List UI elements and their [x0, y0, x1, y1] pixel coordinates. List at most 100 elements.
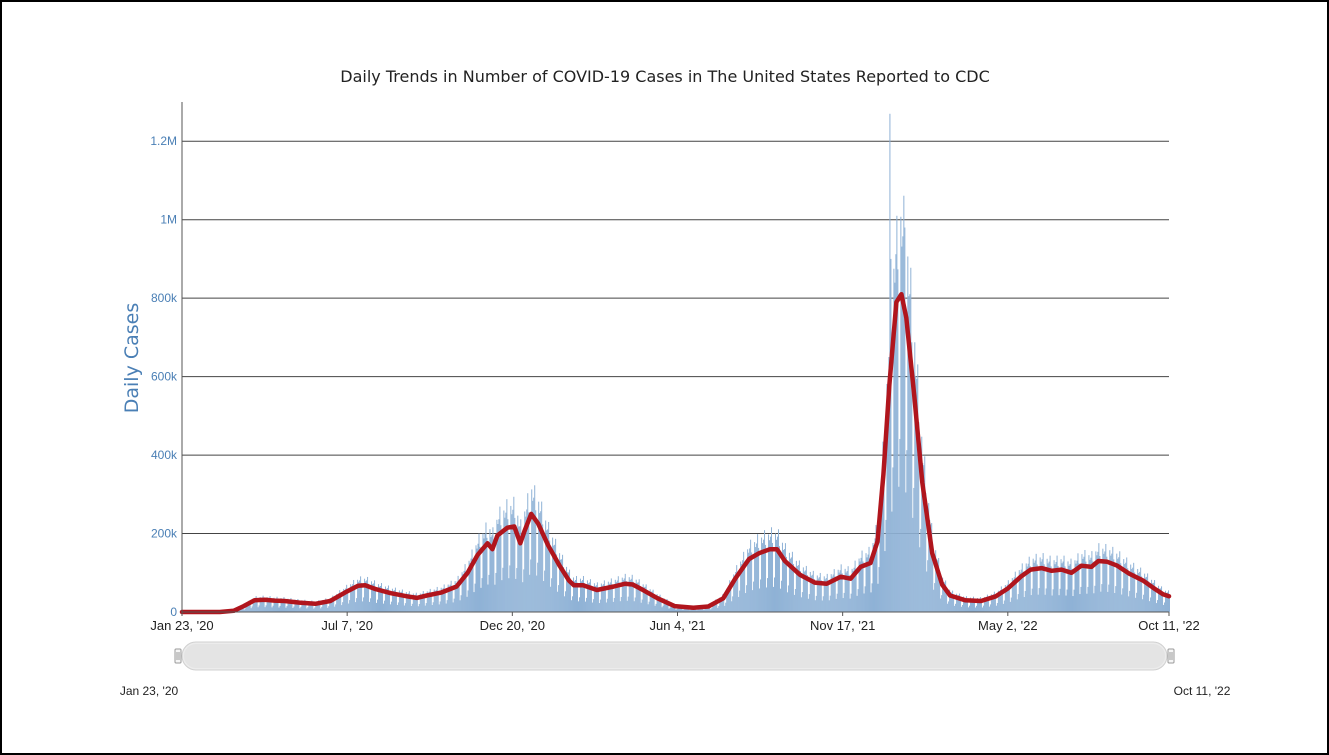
daily-bar: [858, 558, 860, 612]
daily-bar: [396, 604, 398, 612]
daily-bar: [1086, 593, 1088, 612]
daily-bar: [974, 607, 976, 612]
daily-bar: [277, 599, 279, 612]
daily-bar: [752, 590, 754, 612]
daily-bar: [1014, 571, 1016, 612]
daily-bar: [464, 564, 466, 612]
daily-bar: [315, 601, 317, 612]
daily-bar: [377, 599, 379, 612]
daily-bar: [1020, 569, 1022, 612]
daily-bar: [768, 534, 770, 612]
daily-bar: [883, 460, 885, 612]
daily-bar: [501, 580, 503, 612]
y-tick-label: 200k: [151, 527, 178, 541]
daily-bar: [669, 607, 671, 612]
range-navigator[interactable]: Jan 23, '20 Oct 11, '22: [120, 641, 1231, 698]
daily-bar: [647, 604, 649, 612]
daily-bar: [922, 463, 924, 612]
x-tick-label: Jan 23, '20: [150, 618, 213, 633]
daily-bar: [1046, 558, 1048, 612]
daily-bar: [1043, 564, 1045, 612]
daily-bar: [653, 594, 655, 612]
daily-bar: [1121, 594, 1123, 612]
daily-bar: [1082, 558, 1084, 612]
y-tick-label: 1.2M: [150, 134, 177, 148]
daily-bar: [944, 582, 946, 612]
daily-bar: [1055, 562, 1057, 612]
daily-bar: [1077, 553, 1079, 612]
daily-bar: [655, 603, 657, 612]
daily-bar: [766, 587, 768, 612]
daily-bar: [1072, 596, 1074, 612]
daily-bar: [1145, 577, 1147, 612]
daily-bar: [1097, 551, 1099, 612]
daily-bar: [971, 598, 973, 612]
daily-bar: [1164, 602, 1166, 612]
daily-bar: [511, 514, 513, 612]
daily-bar: [582, 575, 584, 612]
daily-bar: [309, 602, 311, 612]
daily-bar: [455, 583, 457, 612]
daily-bar: [539, 512, 541, 612]
daily-bar: [1080, 586, 1082, 612]
x-tick-label: Jun 4, '21: [650, 618, 706, 633]
daily-bar: [538, 501, 540, 612]
y-tick-label: 0: [170, 605, 177, 619]
daily-bar: [995, 605, 997, 612]
daily-bar: [748, 552, 750, 612]
daily-bar: [432, 602, 434, 612]
daily-bar: [371, 581, 373, 612]
daily-bar: [356, 598, 358, 612]
daily-bar: [301, 600, 303, 612]
daily-bar: [1068, 565, 1070, 612]
daily-bar: [287, 598, 289, 612]
daily-bar: [1015, 578, 1017, 612]
daily-bar: [1093, 593, 1095, 612]
daily-bar: [743, 551, 745, 612]
daily-bar: [360, 576, 362, 612]
daily-bar: [246, 603, 248, 612]
daily-bar: [353, 579, 355, 612]
daily-bar: [966, 596, 968, 612]
daily-bar: [1000, 586, 1002, 612]
daily-bar: [875, 524, 877, 612]
daily-bar: [895, 254, 897, 612]
daily-bar: [834, 576, 836, 612]
daily-bar: [427, 592, 429, 612]
daily-bar: [941, 595, 943, 612]
daily-bar: [578, 597, 580, 612]
daily-bar: [1035, 553, 1037, 612]
daily-bar: [918, 422, 920, 612]
daily-bar: [831, 576, 833, 612]
daily-bar: [338, 593, 340, 612]
daily-bar: [344, 590, 346, 612]
daily-bar: [1099, 555, 1101, 612]
daily-bar: [635, 579, 637, 612]
daily-bar: [978, 598, 980, 612]
daily-bar: [273, 597, 275, 612]
daily-bar: [825, 577, 827, 612]
daily-bar: [1132, 567, 1134, 612]
daily-bar: [319, 602, 321, 612]
daily-bar: [489, 529, 491, 612]
daily-bar: [322, 600, 324, 612]
navigator-left-handle[interactable]: [174, 648, 182, 664]
daily-bar: [368, 583, 370, 612]
daily-bar: [1048, 561, 1050, 612]
daily-bar: [303, 601, 305, 612]
daily-bar: [1115, 586, 1117, 612]
daily-bar: [899, 438, 901, 612]
daily-bar: [534, 485, 536, 612]
daily-bar: [310, 601, 312, 612]
daily-bar: [832, 574, 834, 612]
daily-bar: [473, 592, 475, 612]
daily-bar: [787, 585, 789, 612]
daily-bar: [972, 596, 974, 612]
navigator-selection[interactable]: [184, 644, 1165, 668]
daily-bar: [736, 565, 738, 612]
daily-bar: [374, 580, 376, 612]
daily-bar: [849, 598, 851, 612]
navigator-right-handle[interactable]: [1167, 648, 1175, 664]
daily-bar: [279, 605, 281, 612]
daily-bar: [579, 578, 581, 612]
